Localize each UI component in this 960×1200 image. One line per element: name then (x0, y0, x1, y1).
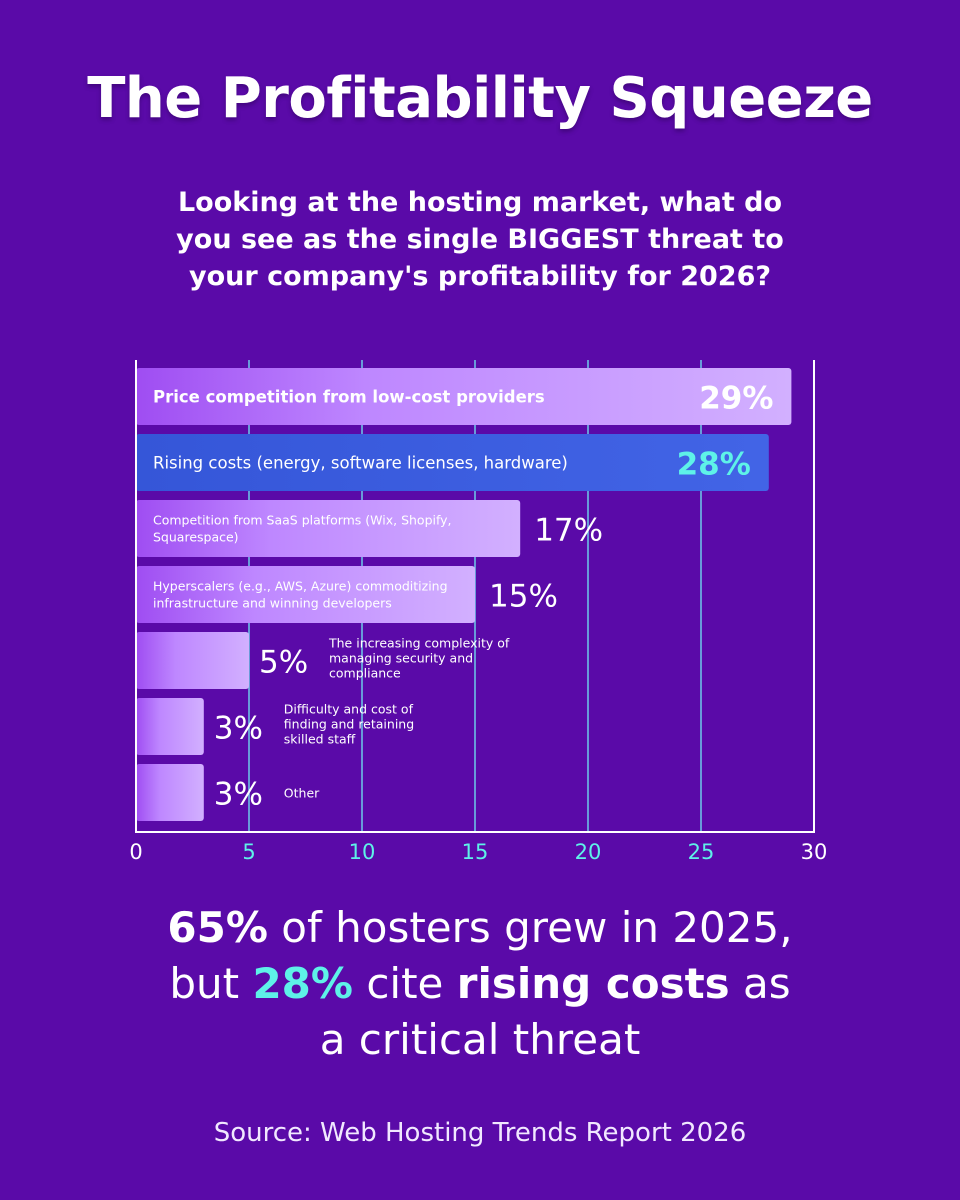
category-label: infrastructure and winning developers (153, 596, 392, 611)
question-line-2: you see as the single BIGGEST threat to (176, 224, 784, 255)
takeaway-line-1: 65% of hosters grew in 2025, (60, 900, 900, 956)
rising-costs-emphasis: rising costs (456, 959, 730, 1008)
x-tick-label: 10 (349, 840, 376, 864)
page-title: The Profitability Squeeze (87, 66, 873, 131)
value-label: 5% (259, 645, 308, 681)
category-label: Other (284, 786, 320, 801)
x-tick-label: 0 (129, 840, 142, 864)
key-takeaway: 65% of hosters grew in 2025, but 28% cit… (60, 900, 900, 1068)
category-label: Rising costs (energy, software licenses,… (153, 454, 568, 473)
bar-4 (136, 566, 475, 623)
bar-6 (136, 698, 204, 755)
value-label: 3% (214, 777, 263, 813)
takeaway-text: but (169, 959, 253, 1008)
category-label: skilled staff (284, 732, 356, 747)
stat-growth: 65% (167, 903, 268, 952)
x-tick-label: 5 (242, 840, 255, 864)
stat-rising-costs: 28% (252, 959, 353, 1008)
takeaway-line-3: a critical threat (319, 1015, 641, 1064)
category-label: Squarespace) (153, 530, 239, 545)
category-label: compliance (329, 666, 401, 681)
x-tick-label: 15 (462, 840, 489, 864)
category-label: Hyperscalers (e.g., AWS, Azure) commodit… (153, 579, 448, 594)
bar-1 (136, 368, 792, 425)
source-citation: Source: Web Hosting Trends Report 2026 (213, 1118, 747, 1148)
bar-chart: Price competition from low-cost provider… (129, 360, 828, 864)
question-line-3: your company's profitability for 2026? (188, 261, 772, 292)
x-tick-label: 25 (688, 840, 715, 864)
category-label: finding and retaining (284, 717, 414, 732)
value-label: 17% (534, 513, 603, 549)
value-label: 3% (214, 711, 263, 747)
category-label: managing security and (329, 651, 473, 666)
value-label: 28% (677, 447, 751, 483)
bar-2 (136, 434, 769, 491)
takeaway-text: as (729, 959, 791, 1008)
question-line-1: Looking at the hosting market, what do (177, 187, 783, 218)
bar-3 (136, 500, 521, 557)
takeaway-text: cite (352, 959, 457, 1008)
category-label: Price competition from low-cost provider… (153, 388, 545, 407)
category-label: Competition from SaaS platforms (Wix, Sh… (153, 513, 452, 528)
value-label: 15% (489, 579, 558, 615)
bar-5 (136, 632, 249, 689)
bar-7 (136, 764, 204, 821)
x-tick-label: 30 (801, 840, 828, 864)
takeaway-line-2: but 28% cite rising costs as (60, 956, 900, 1012)
category-label: Difficulty and cost of (284, 702, 414, 717)
value-label: 29% (699, 381, 773, 417)
survey-question: Looking at the hosting market, what do y… (110, 184, 850, 295)
x-tick-label: 20 (575, 840, 602, 864)
category-label: The increasing complexity of (328, 636, 510, 651)
takeaway-text: of hosters grew in 2025, (267, 903, 793, 952)
